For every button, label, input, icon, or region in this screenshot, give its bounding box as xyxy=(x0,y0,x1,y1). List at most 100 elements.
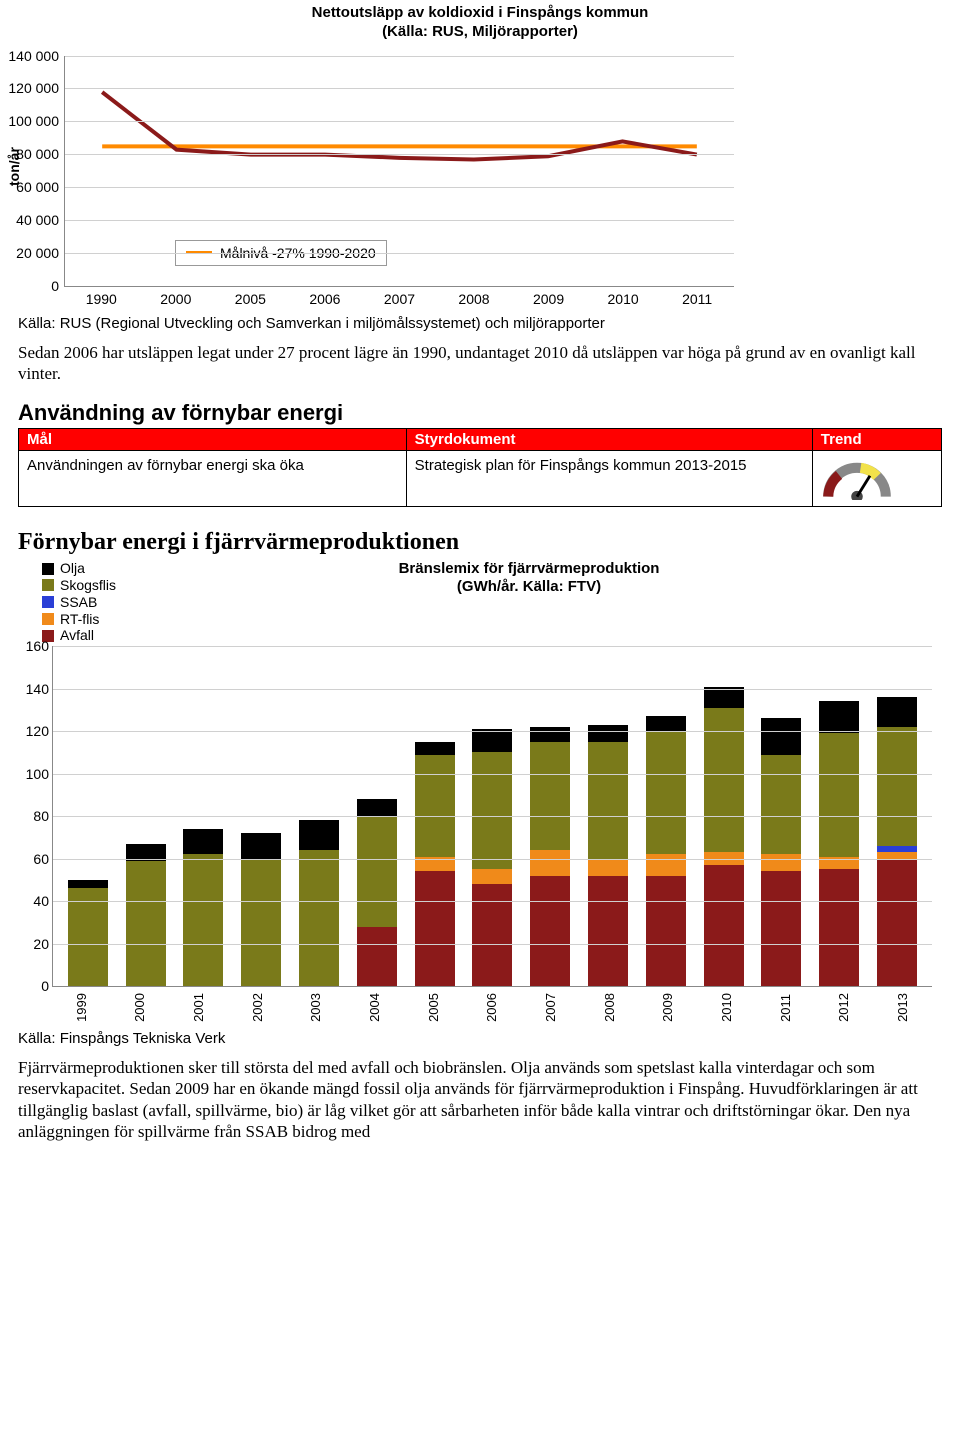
bar-seg-skogsflis xyxy=(126,861,166,986)
bar-seg-olja xyxy=(357,799,397,816)
goal-td-mal: Användningen av förnybar energi ska öka xyxy=(19,451,407,507)
bar-seg-rtflis xyxy=(472,869,512,884)
chart2-xtick: 2008 xyxy=(602,993,617,1022)
legend-label: SSAB xyxy=(60,594,97,611)
bar-seg-avfall xyxy=(530,876,570,987)
chart2-xtick: 2011 xyxy=(778,993,793,1022)
chart2-ytick: 40 xyxy=(19,893,49,909)
chart2-ytick: 0 xyxy=(19,978,49,994)
chart2-xtick: 2004 xyxy=(367,993,382,1022)
bar xyxy=(646,716,686,986)
bar-seg-avfall xyxy=(357,927,397,987)
chart1-title: Nettoutsläpp av koldioxid i Finspångs ko… xyxy=(18,4,942,42)
bar-seg-avfall xyxy=(819,869,859,986)
bar-seg-skogsflis xyxy=(877,727,917,846)
bar-seg-avfall xyxy=(761,871,801,986)
bar-seg-skogsflis xyxy=(530,742,570,850)
bar-seg-skogsflis xyxy=(761,755,801,855)
chart2-xtick: 1999 xyxy=(74,993,89,1022)
legend-label: Skogsflis xyxy=(60,577,116,594)
chart2-xtick: 2009 xyxy=(660,993,675,1022)
bar-seg-olja xyxy=(299,820,339,850)
chart2-legend: OljaSkogsflisSSABRT-flisAvfall xyxy=(42,560,116,644)
chart1-ytick: 20 000 xyxy=(7,245,59,261)
chart1: ton/år Målnivå -27% 1990-2020 020 00040 … xyxy=(18,56,942,307)
bar-seg-olja xyxy=(588,725,628,742)
legend-label: Avfall xyxy=(60,627,94,644)
chart2-ytick: 160 xyxy=(19,638,49,654)
chart2-xtick: 2007 xyxy=(543,993,558,1022)
chart1-ytick: 80 000 xyxy=(7,146,59,162)
chart2-title-line2: (GWh/år. Källa: FTV) xyxy=(457,578,601,595)
chart2-xtick: 2006 xyxy=(484,993,499,1022)
chart2-ytick: 140 xyxy=(19,681,49,697)
chart1-ytick: 100 000 xyxy=(7,113,59,129)
chart2-xtick: 2013 xyxy=(895,993,910,1022)
chart2-xtick: 2002 xyxy=(250,993,265,1022)
bar-seg-olja xyxy=(646,716,686,731)
chart2-xtick: 2010 xyxy=(719,993,734,1022)
chart2-xtick: 2001 xyxy=(191,993,206,1022)
bar-seg-skogsflis xyxy=(646,731,686,854)
bar-seg-rtflis xyxy=(530,850,570,876)
bar-seg-skogsflis xyxy=(704,708,744,853)
chart1-ytick: 120 000 xyxy=(7,80,59,96)
legend-item: RT-flis xyxy=(42,611,116,628)
section-heading: Användning av förnybar energi xyxy=(18,400,942,426)
bar-seg-olja xyxy=(819,701,859,733)
chart1-title-line2: (Källa: RUS, Miljörapporter) xyxy=(382,23,578,40)
legend-item: Skogsflis xyxy=(42,577,116,594)
chart1-xtick: 2009 xyxy=(533,291,564,307)
bar xyxy=(241,833,281,986)
bar-seg-rtflis xyxy=(761,854,801,871)
bar-seg-avfall xyxy=(472,884,512,986)
chart1-xtick: 1990 xyxy=(86,291,117,307)
bar xyxy=(299,820,339,986)
chart1-xlabels: 199020002005200620072008200920102011 xyxy=(64,291,734,307)
chart1-xtick: 2006 xyxy=(309,291,340,307)
legend-item: SSAB xyxy=(42,594,116,611)
goal-th-trend: Trend xyxy=(812,429,941,451)
chart2-ytick: 60 xyxy=(19,851,49,867)
legend-swatch xyxy=(42,563,54,575)
chart1-source: Källa: RUS (Regional Utveckling och Samv… xyxy=(18,315,942,332)
bar xyxy=(68,880,108,986)
chart2-xlabels: 1999200020012002200320042005200620072008… xyxy=(52,993,932,1022)
chart1-xtick: 2005 xyxy=(235,291,266,307)
chart2-source: Källa: Finspångs Tekniska Verk xyxy=(18,1030,942,1047)
legend-swatch xyxy=(42,596,54,608)
bar-seg-olja xyxy=(472,729,512,752)
legend-label: Olja xyxy=(60,560,85,577)
bar-seg-olja xyxy=(68,880,108,889)
chart2-xtick: 2005 xyxy=(426,993,441,1022)
bar-seg-avfall xyxy=(588,876,628,987)
bar-seg-olja xyxy=(761,718,801,754)
bar-seg-avfall xyxy=(704,865,744,986)
bar-seg-skogsflis xyxy=(415,755,455,857)
bar-seg-skogsflis xyxy=(819,733,859,856)
chart2-xtick: 2012 xyxy=(836,993,851,1022)
legend-swatch xyxy=(42,613,54,625)
bar-seg-skogsflis xyxy=(299,850,339,986)
bar-seg-skogsflis xyxy=(183,854,223,986)
legend-label: RT-flis xyxy=(60,611,99,628)
chart1-xtick: 2008 xyxy=(458,291,489,307)
chart2-ytick: 100 xyxy=(19,766,49,782)
chart1-xtick: 2000 xyxy=(160,291,191,307)
bar xyxy=(472,729,512,986)
bar xyxy=(357,799,397,986)
bar-seg-skogsflis xyxy=(357,816,397,927)
goal-td-trend xyxy=(812,451,941,507)
chart1-title-line1: Nettoutsläpp av koldioxid i Finspångs ko… xyxy=(312,4,649,21)
bar xyxy=(588,725,628,986)
chart2: OljaSkogsflisSSABRT-flisAvfall Bränslemi… xyxy=(18,560,942,1022)
goal-td-styr: Strategisk plan för Finspångs kommun 201… xyxy=(406,451,812,507)
chart1-xtick: 2007 xyxy=(384,291,415,307)
bar-seg-olja xyxy=(415,742,455,755)
bar-seg-skogsflis xyxy=(241,859,281,987)
chart1-ytick: 40 000 xyxy=(7,212,59,228)
bar xyxy=(415,742,455,986)
legend-item: Avfall xyxy=(42,627,116,644)
legend-item: Olja xyxy=(42,560,116,577)
chart2-xtick: 2003 xyxy=(308,993,323,1022)
